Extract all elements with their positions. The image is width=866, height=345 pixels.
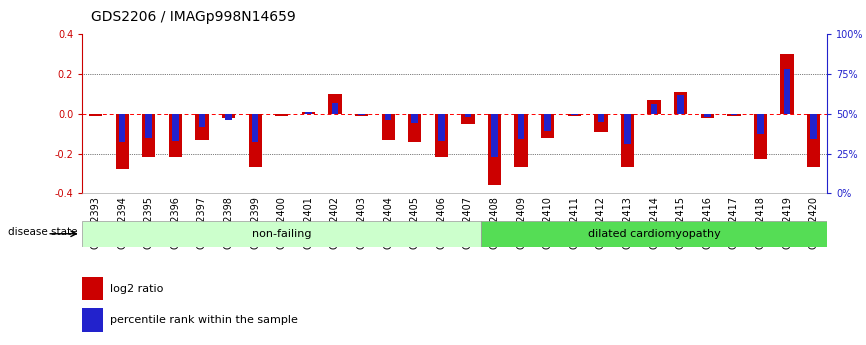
Bar [198,114,205,127]
Bar [359,114,365,116]
Bar [811,114,817,139]
Text: percentile rank within the sample: percentile rank within the sample [110,315,298,325]
Bar [677,95,684,114]
Bar [169,114,182,157]
Bar [701,114,714,118]
Bar [594,114,608,132]
Bar [222,114,236,118]
Bar [780,54,794,114]
Bar [465,114,471,117]
Bar [89,114,102,116]
Bar [408,114,422,141]
Bar [382,114,395,140]
Bar [82,221,481,247]
Bar [82,277,103,300]
Bar [145,114,152,138]
Bar [82,308,103,332]
Bar [727,114,740,116]
Bar [488,114,501,185]
Bar [754,114,767,159]
Bar [275,114,288,116]
Bar [332,103,339,114]
Bar [115,114,129,169]
Bar [651,104,657,114]
Bar [435,114,448,157]
Bar [621,114,634,167]
Bar [462,114,475,124]
Bar [624,114,630,144]
Bar [225,114,232,120]
Bar [514,114,527,167]
Bar [142,114,155,157]
Bar [807,114,820,167]
Text: log2 ratio: log2 ratio [110,284,164,294]
Bar [411,114,418,124]
Bar [252,114,258,142]
Bar [704,114,711,117]
Bar [518,114,525,139]
Bar [355,114,368,116]
Bar [757,114,764,135]
Bar [481,221,827,247]
Text: GDS2206 / IMAGp998N14659: GDS2206 / IMAGp998N14659 [91,10,295,24]
Bar [305,112,312,114]
Bar [545,114,551,131]
Bar [674,92,688,114]
Bar [328,94,341,114]
Bar [784,69,791,114]
Bar [249,114,262,167]
Bar [541,114,554,138]
Bar [196,114,209,140]
Bar [385,114,391,120]
Text: disease state: disease state [9,227,78,237]
Bar [119,114,126,142]
Text: non-failing: non-failing [252,229,312,239]
Bar [491,114,498,157]
Bar [648,100,661,114]
Bar [731,114,737,116]
Bar [438,114,444,141]
Bar [568,114,581,116]
Bar [571,114,578,116]
Bar [598,114,604,122]
Text: dilated cardiomyopathy: dilated cardiomyopathy [588,229,721,239]
Bar [301,112,315,114]
Bar [172,114,178,141]
